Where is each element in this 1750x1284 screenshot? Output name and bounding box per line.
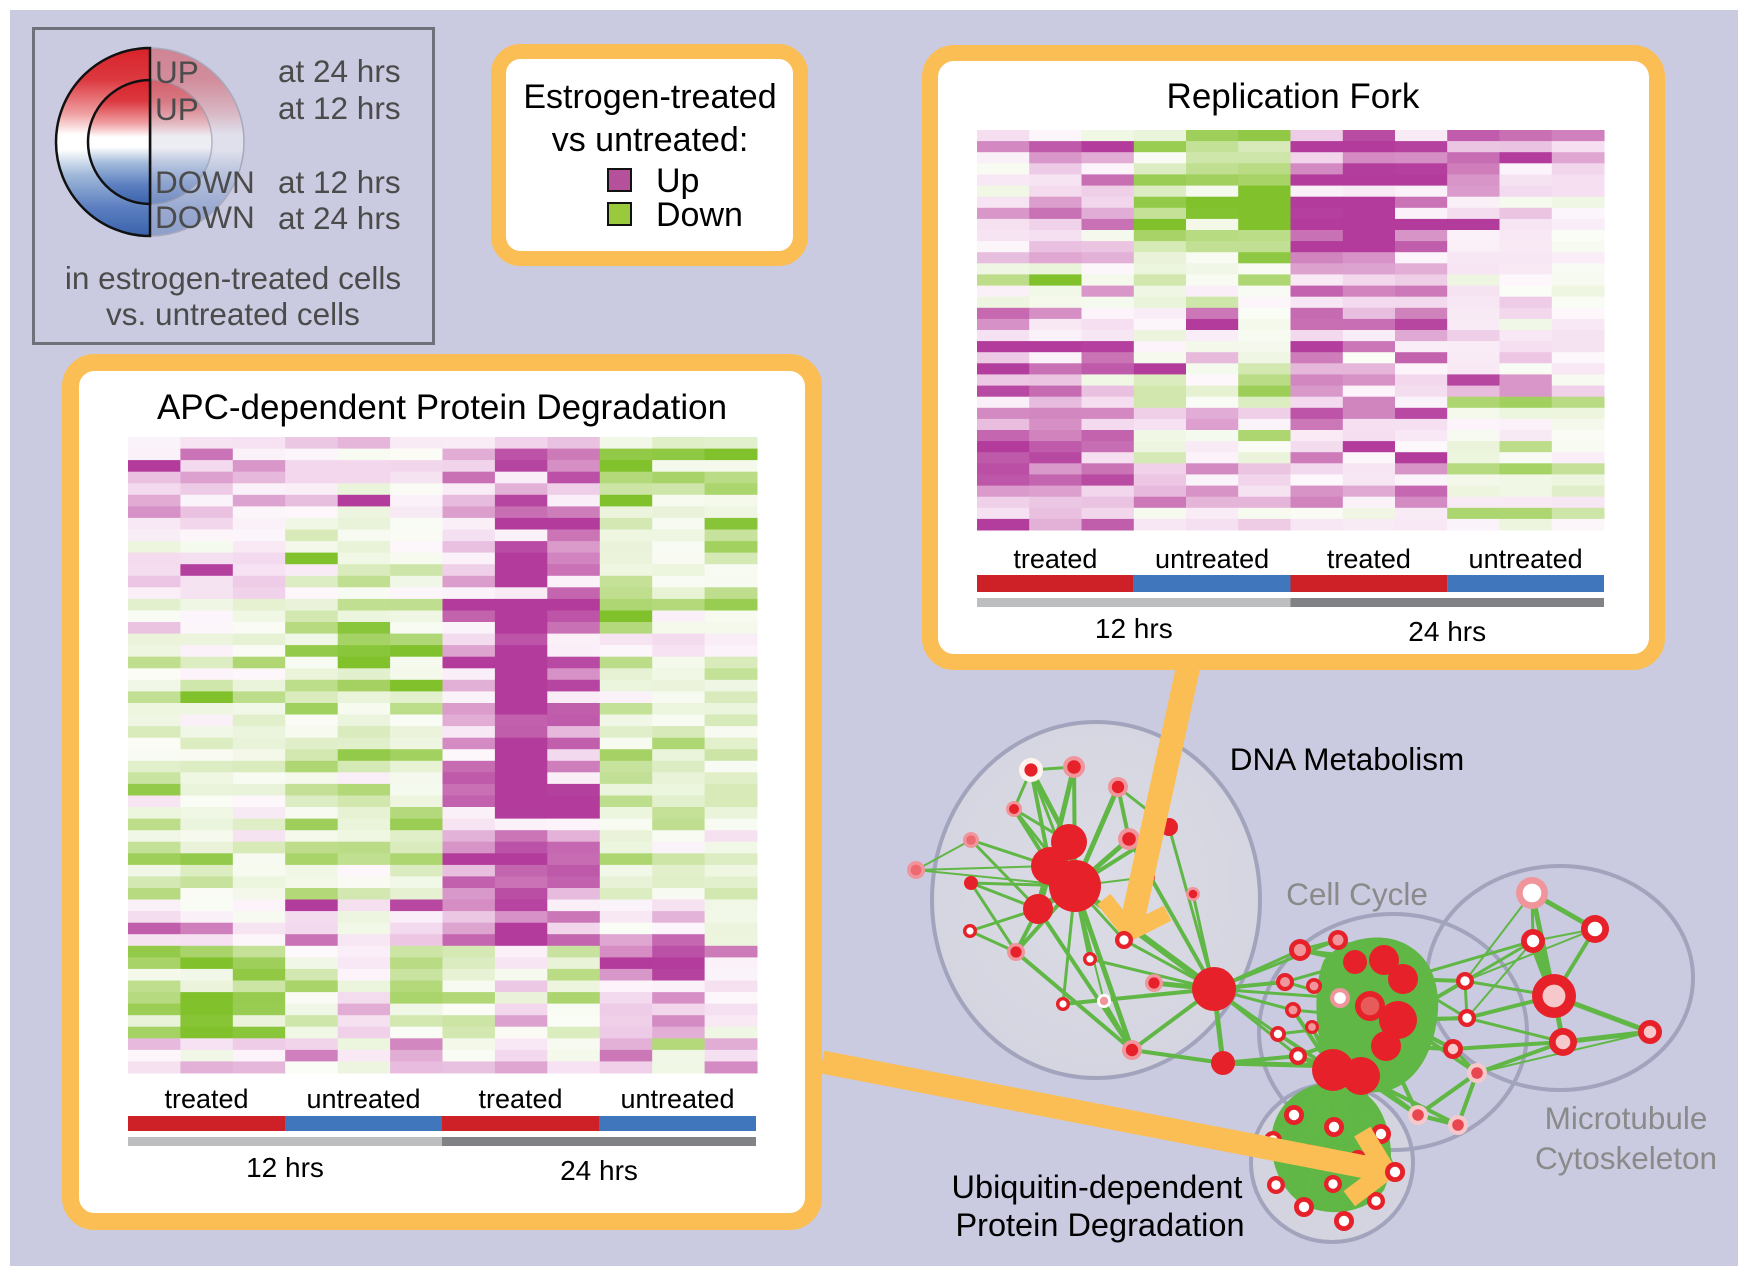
svg-text:untreated: untreated [306, 1084, 420, 1114]
svg-text:Cell Cycle: Cell Cycle [1286, 876, 1428, 912]
svg-text:24 hrs: 24 hrs [560, 1155, 638, 1186]
svg-text:Replication Fork: Replication Fork [1167, 77, 1420, 116]
svg-text:untreated: untreated [620, 1084, 734, 1114]
svg-text:12 hrs: 12 hrs [246, 1152, 324, 1183]
svg-text:treated: treated [1013, 544, 1097, 574]
svg-text:at 24 hrs: at 24 hrs [278, 200, 401, 236]
svg-text:UP: UP [155, 54, 199, 90]
svg-text:APC-dependent Protein Degradat: APC-dependent Protein Degradation [157, 388, 727, 427]
svg-text:untreated: untreated [1469, 544, 1583, 574]
svg-text:DOWN: DOWN [155, 199, 255, 235]
svg-text:Protein Degradation: Protein Degradation [955, 1207, 1244, 1243]
svg-text:treated: treated [1327, 544, 1411, 574]
svg-text:12 hrs: 12 hrs [1095, 613, 1173, 644]
svg-text:Cytoskeleton: Cytoskeleton [1535, 1140, 1717, 1176]
svg-text:treated: treated [164, 1084, 248, 1114]
svg-text:Microtubule: Microtubule [1545, 1100, 1708, 1136]
svg-text:Estrogen-treated: Estrogen-treated [523, 78, 776, 116]
svg-text:24 hrs: 24 hrs [1408, 616, 1486, 647]
svg-text:vs untreated:: vs untreated: [552, 121, 749, 159]
svg-text:Up: Up [656, 162, 699, 200]
svg-text:DOWN: DOWN [155, 164, 255, 200]
svg-text:Down: Down [656, 196, 743, 234]
svg-text:at 12 hrs: at 12 hrs [278, 164, 401, 200]
svg-text:at 12 hrs: at 12 hrs [278, 90, 401, 126]
svg-text:at 24 hrs: at 24 hrs [278, 53, 401, 89]
svg-text:DNA Metabolism: DNA Metabolism [1230, 741, 1465, 777]
svg-text:untreated: untreated [1155, 544, 1269, 574]
svg-text:treated: treated [478, 1084, 562, 1114]
svg-text:Ubiquitin-dependent: Ubiquitin-dependent [952, 1169, 1243, 1205]
svg-text:in estrogen-treated cells: in estrogen-treated cells [65, 260, 401, 296]
svg-text:UP: UP [155, 91, 199, 127]
svg-text:vs. untreated cells: vs. untreated cells [106, 296, 360, 332]
